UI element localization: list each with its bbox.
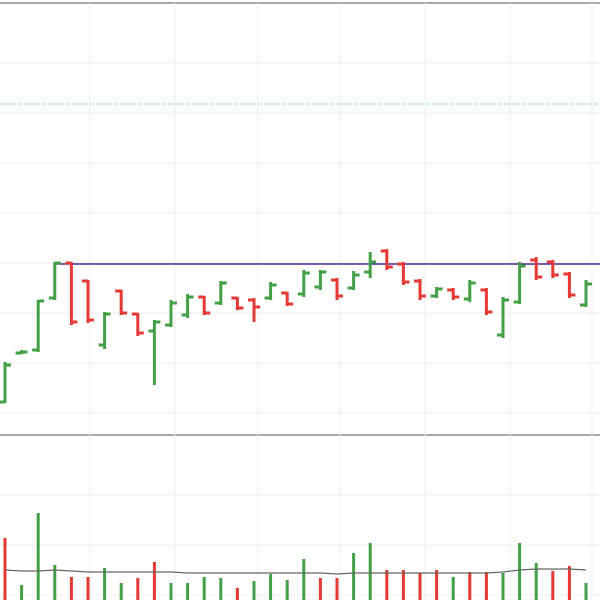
volume-bar <box>584 583 588 600</box>
volume-bar <box>36 513 40 600</box>
volume-bar <box>335 578 339 600</box>
ohlc-bar <box>364 252 377 278</box>
ohlc-bar <box>314 270 327 290</box>
ohlc-bar <box>347 271 360 290</box>
ohlc-bar <box>15 350 28 355</box>
ohlc-bar <box>131 312 144 336</box>
volume-bar <box>3 538 7 600</box>
ohlc-bar <box>214 281 227 305</box>
ohlc-bar <box>430 287 443 298</box>
ohlc-bar <box>181 294 194 318</box>
ohlc-bar <box>546 260 559 278</box>
volume-bar <box>285 580 289 600</box>
ohlc-bar <box>264 282 277 300</box>
ohlc-bar <box>563 272 576 298</box>
volume-bar <box>169 583 173 600</box>
ohlc-bar <box>397 262 410 285</box>
ohlc-bar <box>48 261 61 300</box>
volume-bar <box>567 566 571 600</box>
ohlc-bar <box>148 320 161 385</box>
volume-bar <box>103 568 107 600</box>
volume-bar <box>451 577 455 600</box>
ohlc-bar <box>380 249 393 270</box>
ohlc-bar <box>32 299 45 352</box>
ohlc-bar <box>463 280 476 302</box>
volume-bar <box>484 572 488 600</box>
ohlc-bar <box>65 261 78 325</box>
ohlc-bar <box>98 312 111 349</box>
volume-bar <box>69 577 73 600</box>
ohlc-bar <box>530 257 543 280</box>
volume-bar <box>418 573 422 600</box>
ohlc-bar <box>0 362 11 404</box>
ohlc-bar <box>480 288 493 315</box>
volume-bar <box>202 577 206 600</box>
ohlc-bar <box>82 279 94 323</box>
volume-bar <box>20 585 24 600</box>
volume-bar <box>435 570 439 600</box>
volume-bar <box>136 578 140 600</box>
volume-bar <box>368 543 372 600</box>
ohlc-bar <box>497 297 509 338</box>
ohlc-bar <box>331 278 343 300</box>
volume-bar <box>86 577 90 600</box>
ohlc-bar <box>580 280 592 307</box>
ohlc-bar <box>115 289 128 315</box>
volume-bar <box>401 570 405 600</box>
volume-bar <box>385 570 389 600</box>
volume-bar <box>152 562 156 600</box>
ohlc-bar <box>414 279 426 300</box>
volume-bar <box>186 583 190 600</box>
volume-ma <box>4 568 587 575</box>
volume-bar <box>252 581 256 600</box>
volume-bar <box>551 571 555 600</box>
volume-bar <box>501 573 505 600</box>
volume-bar <box>235 588 239 600</box>
ohlc-bar <box>513 262 526 304</box>
ohlc-bar <box>198 295 211 315</box>
volume-bar <box>468 572 472 600</box>
volume-bar <box>119 583 123 600</box>
volume-bar <box>518 543 522 600</box>
volume-bar <box>53 565 57 600</box>
ohlc-bar <box>447 288 460 300</box>
ohlc-bar <box>248 298 260 322</box>
ohlc-bar <box>297 270 310 297</box>
ohlc-bar <box>281 291 294 306</box>
volume-bar <box>318 578 322 600</box>
volume-bar <box>302 559 306 600</box>
volume-bar <box>269 574 273 600</box>
ohlc-bar <box>231 296 244 310</box>
ohlc-bar <box>165 300 177 327</box>
volume-bar <box>219 578 223 600</box>
volume-bar <box>352 553 356 600</box>
volume-bar <box>534 563 538 600</box>
